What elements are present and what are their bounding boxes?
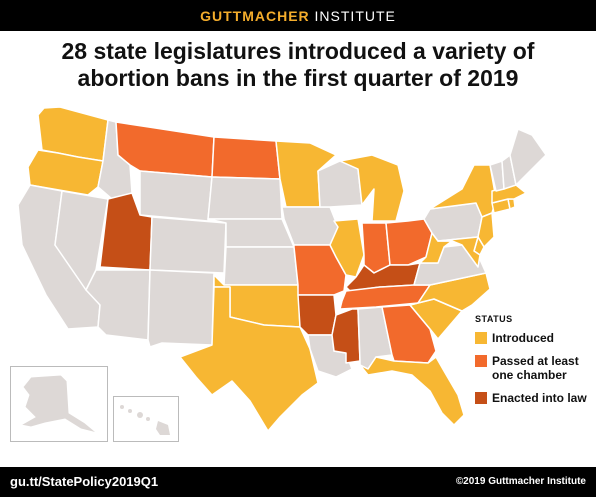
state-KS bbox=[223, 246, 299, 286]
state-NY bbox=[429, 164, 497, 218]
brand-logo: GUTTMACHER INSTITUTE bbox=[200, 8, 396, 24]
state-AR bbox=[297, 294, 337, 336]
state-IL bbox=[329, 218, 365, 278]
header-bar: GUTTMACHER INSTITUTE bbox=[0, 0, 596, 31]
us-map bbox=[17, 106, 547, 432]
title-line-2: abortion bans in the first quarter of 20… bbox=[77, 65, 519, 91]
legend-swatch-introduced bbox=[475, 332, 487, 344]
state-TX bbox=[179, 286, 319, 432]
page-title: 28 state legislatures introduced a varie… bbox=[10, 38, 586, 92]
state-CO bbox=[149, 216, 227, 274]
legend-swatch-passed bbox=[475, 355, 487, 367]
state-NM bbox=[147, 269, 215, 348]
brand-primary: GUTTMACHER bbox=[200, 7, 310, 24]
footer-copyright: ©2019 Guttmacher Institute bbox=[455, 476, 586, 487]
legend-label-passed: Passed at least one chamber bbox=[492, 354, 579, 382]
state-RI bbox=[507, 198, 516, 210]
state-IN bbox=[361, 222, 391, 274]
state-WY bbox=[139, 170, 213, 222]
state-ME bbox=[509, 128, 547, 186]
legend-heading: STATUS bbox=[475, 314, 513, 324]
legend-item-introduced: Introduced bbox=[475, 331, 593, 345]
legend-item-passed: Passed at least one chamber bbox=[475, 354, 593, 382]
legend-swatch-enacted bbox=[475, 392, 487, 404]
title-line-1: 28 state legislatures introduced a varie… bbox=[61, 38, 535, 64]
legend: STATUS Introduced Passed at least one ch… bbox=[475, 314, 593, 414]
state-MD bbox=[437, 236, 481, 268]
hawaii-inset bbox=[113, 396, 179, 442]
legend-item-enacted: Enacted into law bbox=[475, 391, 593, 405]
alaska-shape bbox=[19, 374, 98, 434]
state-NJ bbox=[477, 212, 495, 248]
state-SD bbox=[207, 176, 283, 220]
footer-bar: gu.tt/StatePolicy2019Q1 ©2019 Guttmacher… bbox=[0, 467, 596, 497]
footer-link[interactable]: gu.tt/StatePolicy2019Q1 bbox=[10, 474, 159, 489]
state-MS bbox=[331, 308, 361, 364]
legend-label-introduced: Introduced bbox=[492, 331, 554, 345]
alaska-inset bbox=[10, 366, 108, 442]
legend-label-enacted: Enacted into law bbox=[492, 391, 587, 405]
hawaii-shape bbox=[120, 405, 170, 435]
state-FL bbox=[359, 356, 465, 426]
state-MI bbox=[339, 154, 405, 222]
brand-secondary: INSTITUTE bbox=[314, 7, 396, 24]
state-ND bbox=[211, 136, 281, 180]
